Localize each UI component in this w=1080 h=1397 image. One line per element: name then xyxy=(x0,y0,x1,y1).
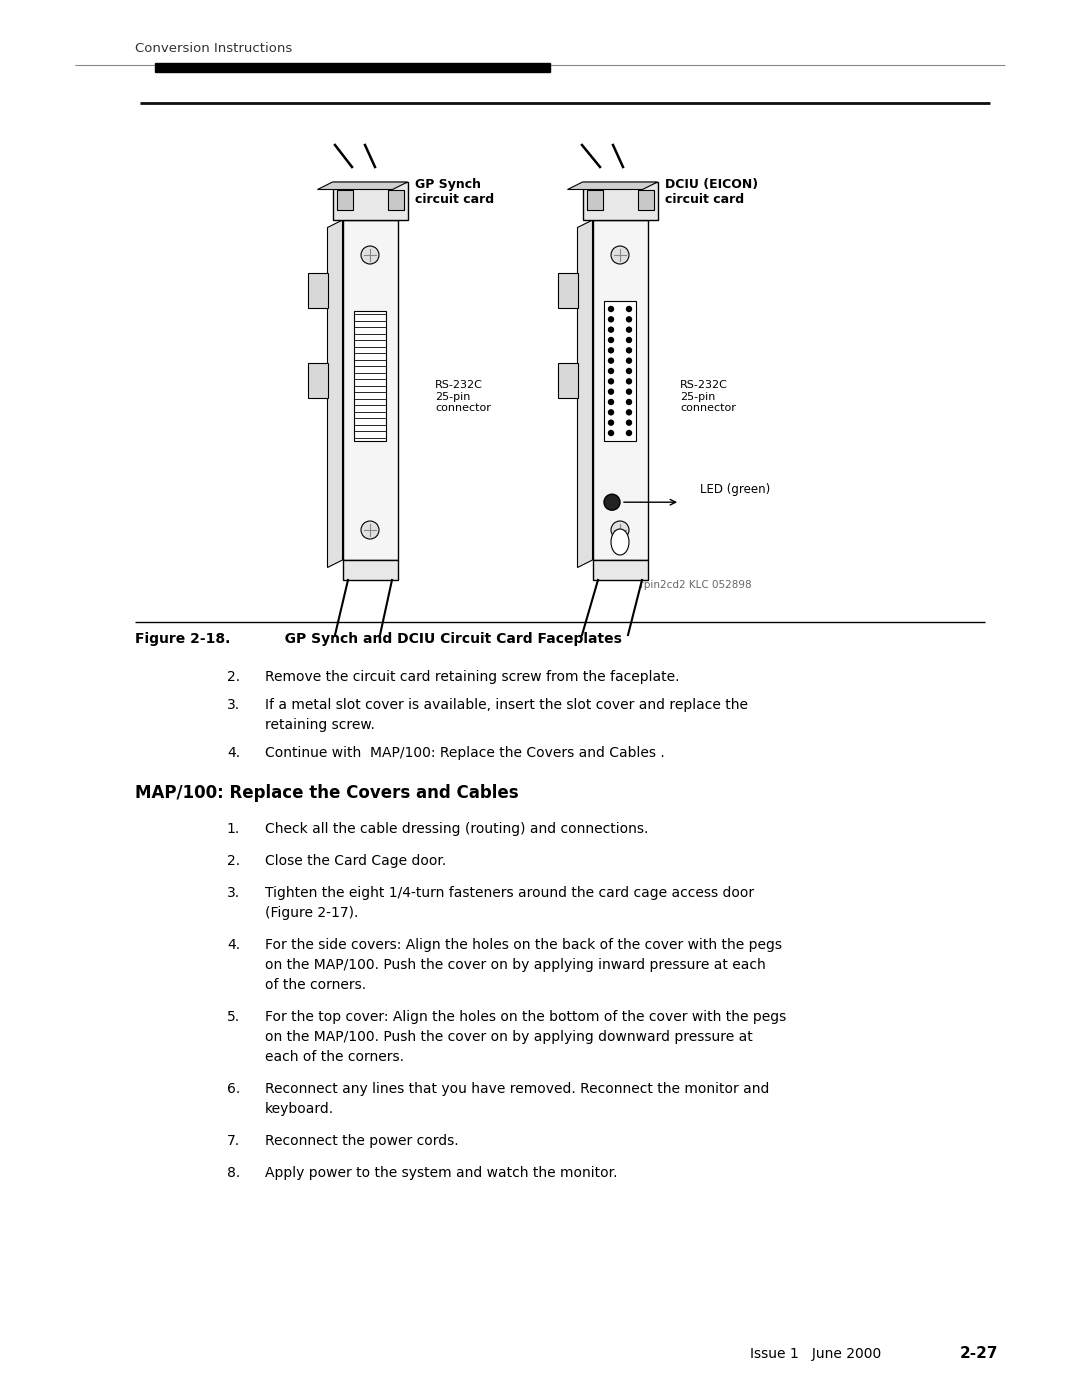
Bar xyxy=(156,63,550,73)
Polygon shape xyxy=(578,219,593,567)
Bar xyxy=(604,300,636,441)
Text: RS-232C
25-pin
connector: RS-232C 25-pin connector xyxy=(680,380,735,414)
Circle shape xyxy=(626,348,632,353)
Circle shape xyxy=(611,246,629,264)
Text: 6.: 6. xyxy=(227,1083,240,1097)
Text: 3.: 3. xyxy=(227,886,240,900)
Text: on the MAP/100. Push the cover on by applying inward pressure at each: on the MAP/100. Push the cover on by app… xyxy=(265,958,766,972)
Bar xyxy=(308,362,327,398)
Circle shape xyxy=(608,379,613,384)
Text: Figure 2-18.: Figure 2-18. xyxy=(135,631,230,645)
Text: Check all the cable dressing (routing) and connections.: Check all the cable dressing (routing) a… xyxy=(265,821,648,835)
Bar xyxy=(586,190,603,210)
Circle shape xyxy=(608,369,613,373)
Circle shape xyxy=(608,420,613,425)
Circle shape xyxy=(608,327,613,332)
Ellipse shape xyxy=(611,529,629,555)
Text: RS-232C
25-pin
connector: RS-232C 25-pin connector xyxy=(435,380,491,414)
Circle shape xyxy=(361,246,379,264)
Circle shape xyxy=(604,495,620,510)
Polygon shape xyxy=(327,219,342,567)
Bar xyxy=(557,272,578,307)
Circle shape xyxy=(611,521,629,539)
Text: 8.: 8. xyxy=(227,1166,240,1180)
Polygon shape xyxy=(318,182,407,190)
Text: each of the corners.: each of the corners. xyxy=(265,1051,404,1065)
Circle shape xyxy=(626,390,632,394)
Text: 7.: 7. xyxy=(227,1134,240,1148)
Bar xyxy=(557,362,578,398)
Polygon shape xyxy=(567,182,658,190)
Bar xyxy=(593,560,648,580)
Text: GP Synch and DCIU Circuit Card Faceplates: GP Synch and DCIU Circuit Card Faceplate… xyxy=(270,631,622,645)
Text: For the side covers: Align the holes on the back of the cover with the pegs: For the side covers: Align the holes on … xyxy=(265,937,782,951)
Circle shape xyxy=(626,430,632,436)
Circle shape xyxy=(626,306,632,312)
Text: 5.: 5. xyxy=(227,1010,240,1024)
Text: Reconnect any lines that you have removed. Reconnect the monitor and: Reconnect any lines that you have remove… xyxy=(265,1083,769,1097)
Circle shape xyxy=(608,430,613,436)
Circle shape xyxy=(608,400,613,405)
Text: 3.: 3. xyxy=(227,698,240,712)
Text: For the top cover: Align the holes on the bottom of the cover with the pegs: For the top cover: Align the holes on th… xyxy=(265,1010,786,1024)
Text: 1.: 1. xyxy=(227,821,240,835)
Circle shape xyxy=(626,327,632,332)
Text: 2.: 2. xyxy=(227,671,240,685)
Bar xyxy=(342,219,397,560)
Text: LED (green): LED (green) xyxy=(700,483,770,496)
Bar xyxy=(593,219,648,560)
Text: on the MAP/100. Push the cover on by applying downward pressure at: on the MAP/100. Push the cover on by app… xyxy=(265,1030,753,1044)
Circle shape xyxy=(361,521,379,539)
Bar xyxy=(388,190,404,210)
Circle shape xyxy=(626,400,632,405)
Text: GP Synch
circuit card: GP Synch circuit card xyxy=(415,177,495,205)
Circle shape xyxy=(608,409,613,415)
Circle shape xyxy=(626,420,632,425)
Text: Remove the circuit card retaining screw from the faceplate.: Remove the circuit card retaining screw … xyxy=(265,671,679,685)
Text: (Figure 2-17).: (Figure 2-17). xyxy=(265,907,359,921)
Circle shape xyxy=(608,317,613,321)
Text: DCIU (EICON)
circuit card: DCIU (EICON) circuit card xyxy=(665,177,758,205)
Text: Tighten the eight 1/4-turn fasteners around the card cage access door: Tighten the eight 1/4-turn fasteners aro… xyxy=(265,886,754,900)
Text: 2-27: 2-27 xyxy=(960,1345,999,1361)
Text: Reconnect the power cords.: Reconnect the power cords. xyxy=(265,1134,459,1148)
Text: 2.: 2. xyxy=(227,854,240,868)
Circle shape xyxy=(608,348,613,353)
Bar xyxy=(333,182,407,219)
Text: Conversion Instructions: Conversion Instructions xyxy=(135,42,293,54)
Bar xyxy=(308,272,327,307)
Text: If a metal slot cover is available, insert the slot cover and replace the: If a metal slot cover is available, inse… xyxy=(265,698,748,712)
Circle shape xyxy=(608,390,613,394)
Bar xyxy=(582,182,658,219)
Circle shape xyxy=(608,306,613,312)
Circle shape xyxy=(626,369,632,373)
Circle shape xyxy=(608,338,613,342)
Text: Issue 1   June 2000: Issue 1 June 2000 xyxy=(750,1347,881,1361)
Text: 4.: 4. xyxy=(227,746,240,760)
Circle shape xyxy=(626,379,632,384)
Text: fpin2cd2 KLC 052898: fpin2cd2 KLC 052898 xyxy=(640,580,752,590)
Text: Continue with  MAP/100: Replace the Covers and Cables .: Continue with MAP/100: Replace the Cover… xyxy=(265,746,665,760)
Text: keyboard.: keyboard. xyxy=(265,1102,334,1116)
Text: 4.: 4. xyxy=(227,937,240,951)
Text: MAP/100: Replace the Covers and Cables: MAP/100: Replace the Covers and Cables xyxy=(135,784,518,802)
Text: Apply power to the system and watch the monitor.: Apply power to the system and watch the … xyxy=(265,1166,618,1180)
Bar xyxy=(354,312,386,441)
Bar xyxy=(342,560,397,580)
Circle shape xyxy=(608,358,613,363)
Circle shape xyxy=(626,409,632,415)
Bar xyxy=(337,190,352,210)
Text: Close the Card Cage door.: Close the Card Cage door. xyxy=(265,854,446,868)
Circle shape xyxy=(626,338,632,342)
Circle shape xyxy=(626,317,632,321)
Text: of the corners.: of the corners. xyxy=(265,978,366,992)
Circle shape xyxy=(626,358,632,363)
Bar xyxy=(637,190,653,210)
Text: retaining screw.: retaining screw. xyxy=(265,718,375,732)
